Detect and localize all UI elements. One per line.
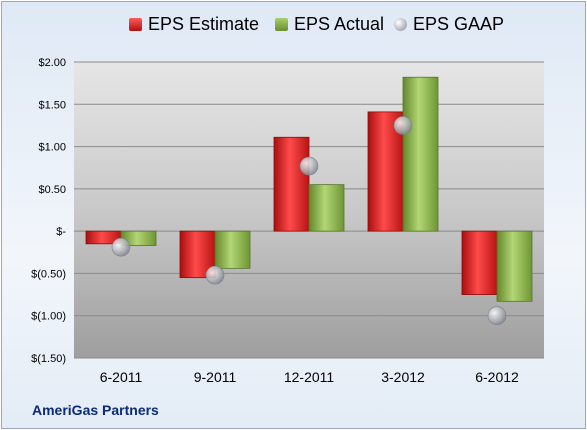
eps-gaap-marker xyxy=(487,306,507,326)
eps-gaap-marker xyxy=(393,116,413,135)
eps-estimate-bar xyxy=(273,136,310,232)
y-tick-label: $0.50 xyxy=(38,184,66,196)
eps-gaap-marker xyxy=(111,237,131,257)
legend-swatch-actual xyxy=(275,18,288,31)
company-name: AmeriGas Partners xyxy=(32,402,159,418)
eps-gaap-marker xyxy=(299,156,319,176)
eps-actual-bar xyxy=(308,184,345,232)
x-tick-label: 6-2011 xyxy=(100,369,143,385)
bars xyxy=(85,76,533,302)
x-tick-label: 3-2012 xyxy=(381,369,425,385)
gaap-markers xyxy=(111,116,507,326)
legend-item-eps-actual: EPS Actual xyxy=(275,14,384,35)
x-tick-label: 6-2012 xyxy=(475,369,519,385)
y-tick-label: $1.00 xyxy=(38,142,66,154)
y-tick-label: $- xyxy=(56,226,66,238)
chart-legend: EPS Estimate EPS Actual EPS GAAP xyxy=(0,14,587,42)
y-tick-label: $1.50 xyxy=(38,99,66,111)
y-tick-label: $(1.00) xyxy=(31,311,66,323)
y-axis-ticks: $2.00 $1.50 $1.00 $0.50 $- $(0.50) $(1.00) $(1.… xyxy=(31,57,66,365)
y-tick-label: $(1.50) xyxy=(31,353,66,365)
legend-swatch-estimate xyxy=(129,18,142,31)
y-tick-label: $2.00 xyxy=(38,57,66,69)
eps-actual-bar xyxy=(214,230,251,269)
eps-actual-bar xyxy=(402,76,439,232)
eps-gaap-marker xyxy=(205,265,225,285)
legend-swatch-gaap xyxy=(394,18,407,31)
eps-actual-bar xyxy=(496,230,533,302)
legend-item-eps-gaap: EPS GAAP xyxy=(394,14,504,35)
x-axis-ticks: 6-2011 9-2011 12-2011 3-2012 6-2012 xyxy=(100,369,519,385)
legend-label-gaap: EPS GAAP xyxy=(413,14,505,34)
legend-label-estimate: EPS Estimate xyxy=(148,14,260,34)
legend-label-actual: EPS Actual xyxy=(294,14,385,34)
x-tick-label: 9-2011 xyxy=(194,369,237,385)
eps-estimate-bar xyxy=(461,230,498,295)
x-tick-label: 12-2011 xyxy=(284,369,335,385)
legend-item-eps-estimate: EPS Estimate xyxy=(129,14,259,35)
y-tick-label: $(0.50) xyxy=(31,268,66,280)
